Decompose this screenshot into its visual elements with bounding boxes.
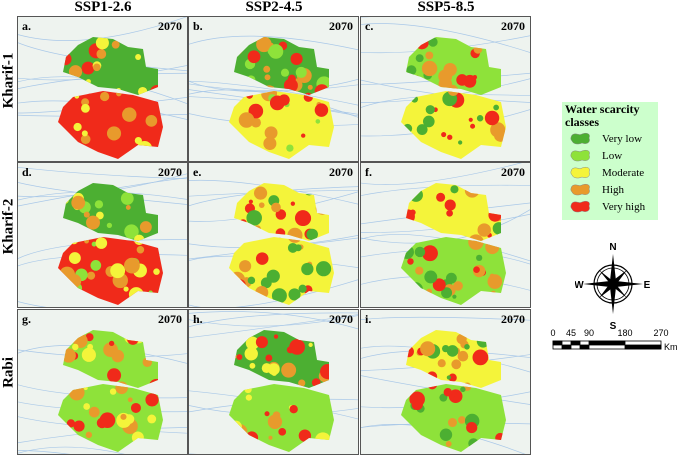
- panel-year: 2070: [501, 312, 525, 326]
- legend-swatch: [570, 183, 590, 196]
- map-panel: d. 2070: [17, 162, 188, 308]
- map-panel: g. 2070: [17, 309, 188, 455]
- legend-label: Very high: [602, 200, 646, 213]
- panel-label: h.: [193, 312, 203, 326]
- legend-swatch: [570, 166, 590, 179]
- compass-w: W: [575, 280, 584, 291]
- legend-item: High: [562, 181, 658, 198]
- panel-year: 2070: [158, 165, 182, 179]
- panel-year: 2070: [329, 19, 353, 33]
- compass-e: E: [644, 280, 651, 291]
- scarcity-map: [361, 163, 530, 305]
- legend-swatch: [570, 200, 590, 213]
- panel-label: f.: [365, 165, 372, 179]
- scarcity-map: [189, 179, 358, 307]
- compass-n: N: [609, 242, 616, 253]
- panel-year: 2070: [329, 165, 353, 179]
- legend-item: Low: [562, 147, 658, 164]
- map-panel: i. 2070: [360, 309, 531, 455]
- scarcity-map: [18, 17, 187, 159]
- legend-item: Very high: [562, 198, 658, 215]
- scarcity-map: [189, 35, 358, 159]
- panel-label: c.: [365, 19, 374, 33]
- panel-label: a.: [22, 19, 31, 33]
- scale-tick: 0: [550, 328, 555, 338]
- scale-tick: 45: [566, 328, 576, 338]
- map-panel: h. 2070: [188, 309, 359, 455]
- legend-item: Very low: [562, 130, 658, 147]
- panel-year: 2070: [501, 165, 525, 179]
- scale-tick: 270: [653, 328, 668, 338]
- map-panel: e. 2070: [188, 162, 359, 308]
- scale-tick: 180: [617, 328, 632, 338]
- column-header-ssp585: SSP5-8.5: [417, 0, 475, 15]
- column-header-ssp245: SSP2-4.5: [245, 0, 303, 15]
- compass-rose-icon: N S W E: [575, 242, 651, 330]
- panel-year: 2070: [501, 19, 525, 33]
- row-header-kharif1: Kharif-1: [0, 52, 17, 109]
- panel-label: i.: [365, 312, 372, 326]
- scale-tick: 90: [584, 328, 594, 338]
- map-panel: c. 2070: [360, 16, 531, 162]
- scale-bar: 0 45 90 180 270 Km: [548, 325, 683, 359]
- legend-swatch: [570, 132, 590, 145]
- legend-item: Moderate: [562, 164, 658, 181]
- row-header-kharif2: Kharif-2: [0, 198, 17, 255]
- panel-year: 2070: [329, 312, 353, 326]
- map-panel: b. 2070: [188, 16, 359, 162]
- scarcity-map: [189, 311, 358, 454]
- row-header-rabi: Rabi: [0, 357, 17, 388]
- scarcity-map: [18, 166, 187, 307]
- scarcity-map: [361, 316, 530, 454]
- legend-title: Water scarcity classes: [565, 102, 640, 129]
- legend-label: Low: [602, 149, 623, 162]
- legend-label: Very low: [602, 132, 643, 145]
- panel-label: b.: [193, 19, 203, 33]
- panel-year: 2070: [158, 19, 182, 33]
- legend-label: Moderate: [602, 166, 645, 179]
- panel-year: 2070: [158, 312, 182, 326]
- column-header-ssp126: SSP1-2.6: [74, 0, 132, 15]
- legend-swatch: [570, 149, 590, 162]
- scarcity-map: [361, 17, 530, 159]
- panel-label: g.: [22, 312, 31, 326]
- scale-unit: Km: [664, 342, 678, 352]
- map-panel: a. 2070: [17, 16, 188, 162]
- legend: Water scarcity classes Very low Low Mode…: [562, 102, 658, 220]
- compass-s: S: [610, 321, 617, 330]
- map-panel: f. 2070: [360, 162, 531, 308]
- legend-label: High: [602, 183, 624, 196]
- panel-label: d.: [22, 165, 32, 179]
- scarcity-map: [18, 330, 187, 454]
- panel-label: e.: [193, 165, 202, 179]
